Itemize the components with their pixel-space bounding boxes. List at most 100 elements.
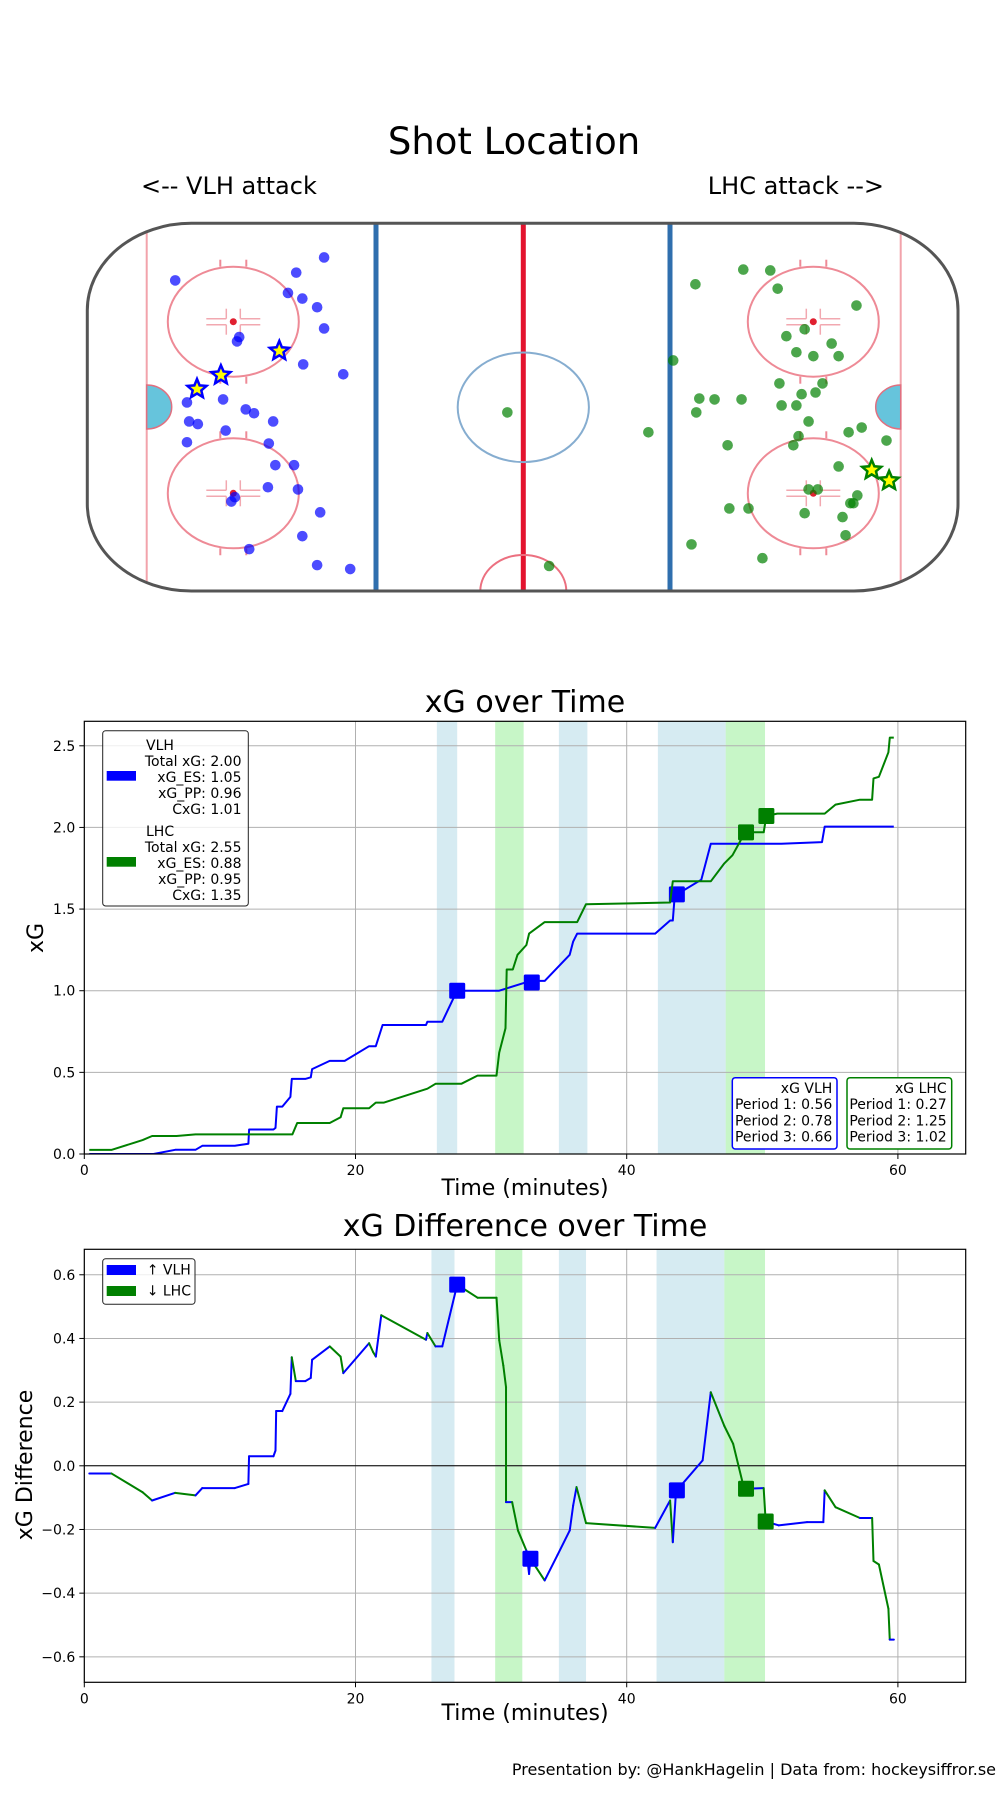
shot-lhc	[694, 393, 705, 404]
diff-segment-vlh	[233, 1482, 250, 1490]
shot-vlh	[231, 336, 243, 347]
shot-lhc	[833, 350, 844, 362]
shot-vlh	[217, 394, 229, 405]
shot-lhc	[736, 394, 747, 405]
shot-lhc	[686, 539, 697, 550]
period-xg-text: Period 3: 1.02	[849, 1130, 946, 1146]
shot-lhc	[803, 416, 814, 427]
xg-chart-xlabel: Time (minutes)	[440, 1176, 608, 1201]
axes-frame	[83, 1248, 967, 1683]
shot-vlh	[297, 359, 309, 370]
diff-segment-vlh	[654, 1499, 672, 1529]
shot-vlh	[311, 301, 323, 313]
x-tick-label: 40	[618, 1163, 636, 1179]
shot-lhc	[737, 264, 749, 275]
diff-segment-vlh	[671, 1497, 677, 1544]
diff-segment-lhc	[502, 1364, 508, 1389]
shot-lhc	[826, 338, 837, 349]
goal-marker-vlh	[523, 974, 540, 991]
goal-marker-lhc	[738, 824, 755, 841]
x-tick-label: 0	[80, 1691, 89, 1707]
diff-segment-lhc	[871, 1517, 875, 1562]
shot-vlh	[248, 407, 260, 419]
diff-segment-lhc	[110, 1472, 144, 1494]
diff-segment-lhc	[174, 1491, 197, 1497]
diff-segment-lhc	[823, 1489, 837, 1509]
shot-map-title: Shot Location	[388, 120, 640, 163]
diff-segment-vlh	[822, 1489, 826, 1524]
x-tick-label: 0	[80, 1163, 89, 1179]
shot-lhc	[502, 407, 513, 418]
diff-segment-lhc	[328, 1345, 342, 1358]
diff-segment-vlh	[281, 1392, 292, 1413]
shot-lhc	[709, 394, 720, 405]
diff-segment-lhc	[498, 1339, 505, 1367]
diff-segment-vlh	[342, 1342, 371, 1375]
faceoff-dot	[809, 318, 817, 326]
goal-marker-lhc	[758, 808, 775, 825]
shot-vlh	[318, 323, 330, 334]
shot-vlh	[297, 530, 308, 542]
period-box-1	[846, 1076, 953, 1150]
y-tick-label: 0.0	[53, 1459, 75, 1475]
diff-segment-lhc	[872, 1559, 880, 1566]
diff-segment-vlh	[374, 1314, 383, 1358]
center-ice-circle	[456, 351, 590, 464]
x-tick-label: 20	[347, 1163, 365, 1179]
diff-segment-vlh	[556, 1529, 571, 1556]
shot-lhc	[837, 511, 848, 523]
legend-patch-0	[106, 771, 136, 781]
shot-vlh	[181, 397, 193, 408]
xg-diff-chart-xlabel: Time (minutes)	[440, 1701, 608, 1726]
goal-marker-vlh	[668, 886, 685, 903]
y-tick-label: 1.0	[53, 984, 75, 1000]
diff-segment-lhc	[368, 1342, 375, 1354]
y-tick-label: 2.5	[53, 739, 75, 755]
diff-segment-vlh	[247, 1455, 251, 1485]
x-tick-label: 60	[889, 1691, 907, 1707]
shot-lhc	[774, 378, 785, 389]
shot-lhc	[791, 346, 802, 358]
shot-lhc	[812, 484, 824, 495]
shot-lhc	[788, 439, 799, 451]
y-tick-label: 0.4	[53, 1331, 75, 1347]
period-xg-text: Period 1: 0.27	[849, 1097, 946, 1113]
period-xg-text: Period 2: 1.25	[849, 1113, 946, 1129]
diff-segment-lhc	[290, 1356, 297, 1383]
shot-vlh	[344, 563, 356, 575]
y-tick-label: −0.2	[41, 1522, 75, 1538]
shot-markers	[169, 252, 902, 575]
diff-segment-vlh	[311, 1345, 331, 1361]
shot-lhc	[543, 560, 555, 572]
shot-lhc	[776, 400, 787, 411]
goal-crease-right	[875, 384, 902, 430]
faceoff-circle	[746, 437, 880, 550]
diff-segment-vlh	[272, 1449, 277, 1458]
shot-lhc	[690, 279, 701, 290]
faceoff-circle	[746, 265, 880, 378]
diff-segment-vlh	[572, 1486, 578, 1507]
goal-marker-lhc	[738, 1480, 755, 1497]
faceoff-circles	[166, 259, 880, 556]
lhc-attack-label: LHC attack -->	[708, 172, 884, 200]
diff-segment-lhc	[834, 1506, 861, 1520]
diff-segment-vlh	[151, 1491, 177, 1502]
xg-chart-title: xG over Time	[425, 685, 625, 720]
shot-vlh	[220, 425, 232, 436]
shot-lhc	[764, 265, 776, 276]
diff-segment-lhc	[511, 1501, 519, 1532]
legend-team-name: LHC	[146, 824, 174, 840]
shot-vlh	[318, 252, 330, 263]
legend-stat: Total xG: 2.00	[144, 754, 242, 770]
powerplay-band-vlh	[558, 721, 588, 1154]
shot-vlh	[282, 287, 294, 299]
x-tick-label: 60	[889, 1163, 907, 1179]
xg-chart-ylabel: xG	[24, 923, 49, 953]
diff-segment-lhc	[887, 1607, 891, 1641]
powerplay-band-lhc	[495, 721, 524, 1154]
rink-boards	[85, 221, 960, 593]
legend-stat: xG_ES: 0.88	[157, 856, 241, 872]
period-xg-text: Period 2: 0.78	[735, 1113, 832, 1129]
legend-stat: xG_PP: 0.95	[158, 872, 241, 888]
